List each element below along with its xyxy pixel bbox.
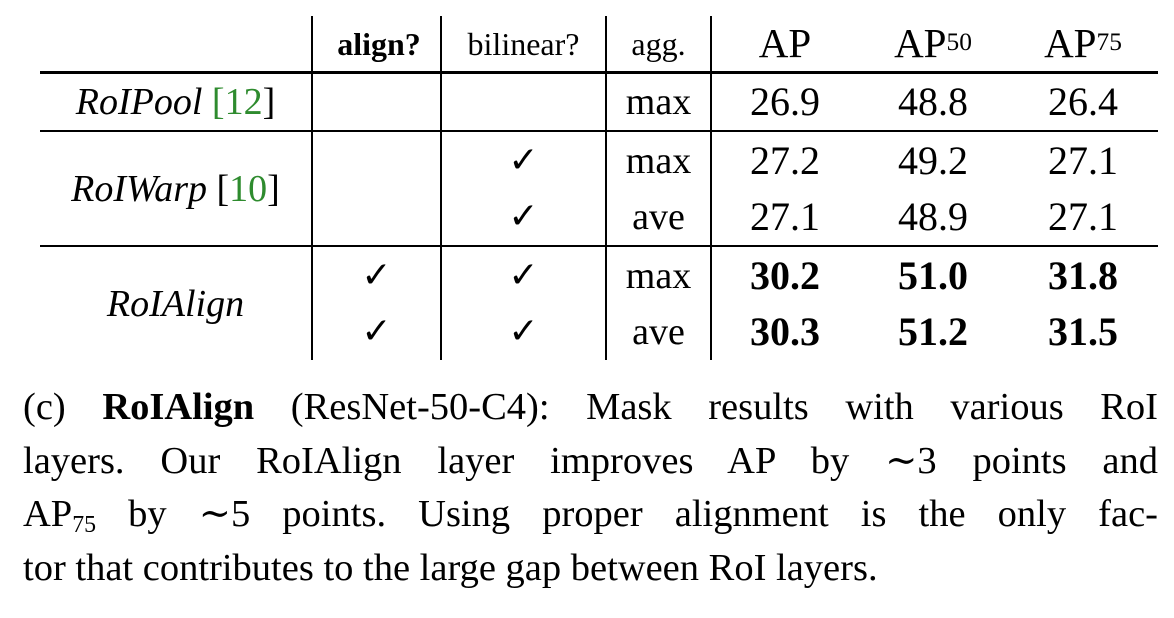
ap50-cell: 48.9 (898, 194, 968, 239)
method-roipool-name: RoIPool (75, 81, 203, 123)
align-check: ✓ (361, 311, 392, 352)
cite-link[interactable]: 10 (229, 168, 268, 210)
cite-open: [ (211, 81, 225, 123)
agg-cell: max (625, 140, 692, 182)
caption-line-1: (c) RoIAlign (ResNet-50-C4): Mask result… (23, 381, 1158, 435)
header-rule (40, 71, 1158, 74)
ap-cell: 30.2 (750, 253, 820, 298)
ap75-cell: 27.1 (1048, 194, 1118, 239)
agg-cell: ave (632, 311, 685, 353)
vrule-method (311, 16, 313, 360)
bilinear-check: ✓ (508, 255, 539, 296)
header-bilinear: bilinear? (467, 26, 580, 62)
vrule-align (440, 16, 442, 360)
ap75-cell: 31.8 (1048, 253, 1118, 298)
caption-line-3: AP75 by ∼5 points. Using proper alignmen… (23, 488, 1158, 542)
vrule-agg (710, 16, 712, 360)
header-align: align? (337, 26, 421, 62)
group-rule-2 (40, 245, 1158, 247)
method-roiwarp: RoIWarp [10] (40, 133, 311, 245)
caption-line1-text: (ResNet-50-C4): Mask results with variou… (254, 386, 1158, 428)
header-ap75: AP 75 (1008, 18, 1158, 68)
caption-ap-sub: 75 (72, 511, 97, 538)
header-ap50-sub: 50 (946, 28, 972, 57)
agg-cell: ave (632, 196, 685, 238)
vrule-bilinear (605, 16, 607, 360)
bilinear-check: ✓ (508, 196, 539, 237)
ap75-cell: 31.5 (1048, 309, 1118, 354)
ap50-cell: 51.2 (898, 309, 968, 354)
caption-line-4: tor that contributes to the large gap be… (23, 546, 878, 589)
bilinear-check: ✓ (508, 311, 539, 352)
caption-ap: AP (23, 493, 73, 535)
ap75-cell: 26.4 (1048, 79, 1118, 124)
method-roialign-name: RoIAlign (106, 283, 245, 325)
header-agg: agg. (631, 26, 686, 62)
ap-cell: 26.9 (750, 79, 820, 124)
cite-link[interactable]: 12 (224, 81, 263, 123)
header-ap75-sub: 75 (1096, 28, 1122, 57)
group-rule-1 (40, 130, 1158, 132)
cite-open: [ (216, 168, 230, 210)
header-ap75-base: AP (1044, 19, 1097, 66)
method-roipool: RoIPool [12] (40, 74, 311, 130)
bilinear-check: ✓ (508, 140, 539, 181)
agg-cell: max (625, 81, 692, 123)
ap50-cell: 49.2 (898, 138, 968, 183)
caption-line-2: layers. Our RoIAlign layer improves AP b… (23, 439, 1158, 482)
header-ap50: AP 50 (858, 18, 1008, 68)
results-table: align? bilinear? agg. AP AP 50 AP 75 RoIPo… (40, 16, 1158, 360)
agg-cell: max (625, 255, 692, 297)
method-roialign: RoIAlign (40, 248, 311, 360)
caption-line3-text: by ∼5 points. Using proper alignment is … (96, 493, 1158, 535)
ap50-cell: 48.8 (898, 79, 968, 124)
table-caption: (c) RoIAlign (ResNet-50-C4): Mask result… (23, 381, 1158, 595)
header-ap: AP (758, 19, 812, 66)
cite-close: ] (267, 168, 280, 210)
header-ap50-base: AP (894, 19, 947, 66)
cite-close: ] (262, 81, 276, 123)
ap-cell: 30.3 (750, 309, 820, 354)
ap75-cell: 27.1 (1048, 138, 1118, 183)
caption-prefix: (c) (23, 386, 103, 428)
ap50-cell: 51.0 (898, 253, 968, 298)
caption-title: RoIAlign (102, 386, 255, 428)
ap-cell: 27.2 (750, 138, 820, 183)
method-roiwarp-name: RoIWarp (71, 168, 207, 210)
ap-cell: 27.1 (750, 194, 820, 239)
align-check: ✓ (361, 255, 392, 296)
